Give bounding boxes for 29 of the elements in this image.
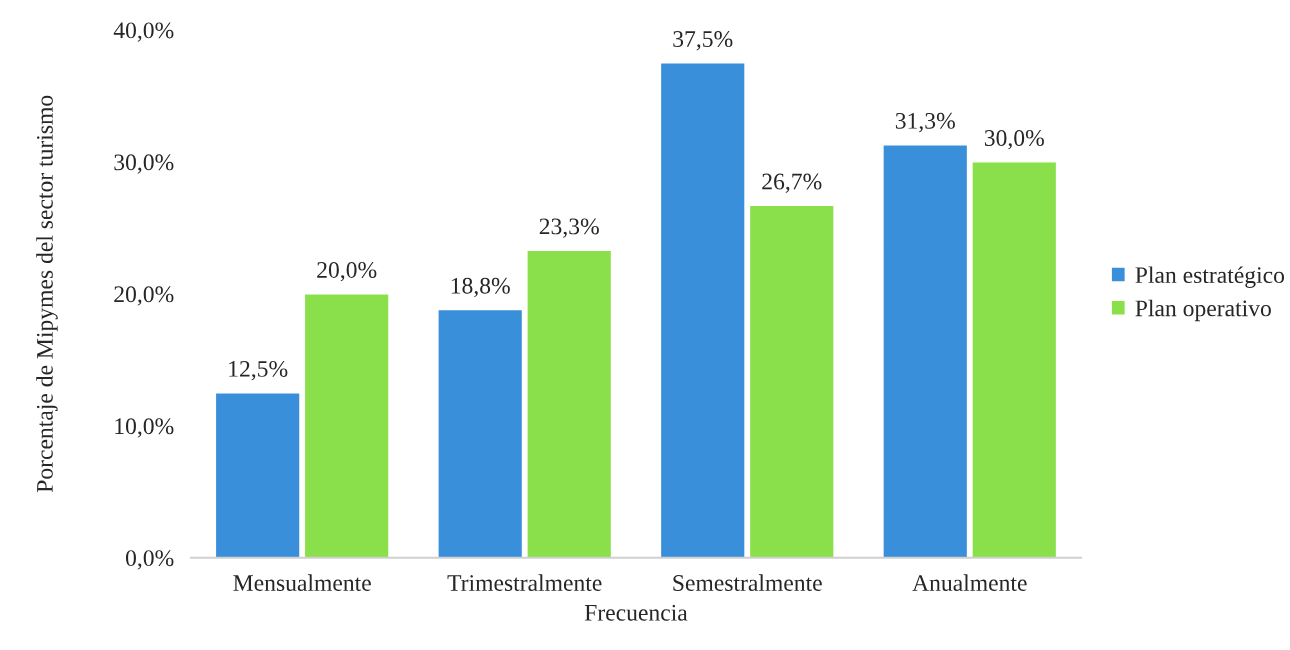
bar bbox=[748, 204, 835, 558]
y-tick-label: 30,0% bbox=[114, 154, 174, 174]
bar bbox=[303, 293, 390, 558]
x-axis-title: Frecuencia bbox=[584, 604, 688, 621]
bar bbox=[659, 62, 746, 558]
data-label: 30,0% bbox=[984, 130, 1044, 150]
bar bbox=[971, 161, 1058, 558]
x-tick-label: Semestralmente bbox=[673, 574, 822, 591]
y-tick-label: 0,0% bbox=[125, 550, 174, 570]
data-label: 31,3% bbox=[895, 112, 955, 133]
bar bbox=[882, 144, 969, 558]
legend-label: Plan estratégico bbox=[1135, 266, 1285, 288]
y-tick-label: 40,0% bbox=[113, 22, 174, 42]
data-label: 20,0% bbox=[317, 261, 377, 282]
data-label: 12,5% bbox=[229, 360, 288, 381]
y-tick-label: 20,0% bbox=[114, 286, 174, 306]
legend-label: Plan operativo bbox=[1135, 299, 1271, 322]
data-label: 23,3% bbox=[539, 218, 599, 238]
bar bbox=[526, 249, 613, 558]
x-tick-label: Anualmente bbox=[912, 574, 1027, 591]
y-axis-title: Porcentaje de Mipymes del sector turismo bbox=[36, 95, 58, 493]
data-label: 26,7% bbox=[762, 173, 822, 193]
data-label: 18,8% bbox=[451, 277, 510, 298]
y-tick-label: 10,0% bbox=[115, 418, 174, 438]
bar bbox=[437, 308, 524, 558]
x-tick-label: Trimestralmente bbox=[447, 574, 602, 591]
bar bbox=[214, 392, 301, 558]
x-tick-label: Mensualmente bbox=[233, 574, 371, 591]
data-label: 37,5% bbox=[673, 31, 733, 51]
